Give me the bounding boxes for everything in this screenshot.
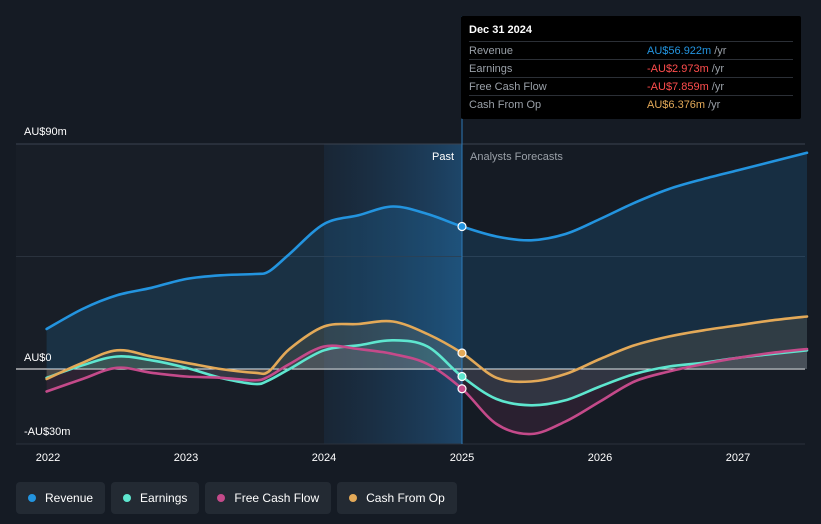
tooltip-row-revenue: Revenue AU$56.922m /yr — [469, 41, 793, 59]
grid-lines — [16, 143, 805, 445]
area-revenue — [46, 152, 808, 369]
line-cash-from-op — [45, 315, 809, 384]
tooltip-panel: Dec 31 2024 Revenue AU$56.922m /yr Earni… — [461, 16, 801, 119]
marker-free-cash-flow — [457, 384, 467, 394]
tooltip-row-cash-from-op: Cash From Op AU$6.376m /yr — [469, 95, 793, 113]
legend-item-revenue[interactable]: Revenue — [16, 482, 106, 514]
y-label-top: AU$90m — [24, 126, 67, 138]
legend-label: Cash From Op — [366, 491, 445, 505]
legend-item-free-cash-flow[interactable]: Free Cash Flow — [205, 482, 332, 514]
x-tick-2026: 2026 — [588, 452, 612, 464]
tooltip-label: Free Cash Flow — [469, 80, 547, 93]
highlight-band — [324, 144, 462, 444]
forecast-label: Analysts Forecasts — [470, 151, 563, 163]
legend-label: Revenue — [45, 491, 94, 505]
series-markers — [457, 221, 467, 394]
tooltip-row-earnings: Earnings -AU$2.973m /yr — [469, 59, 793, 77]
x-axis-ticks: 2022 2023 2024 2025 2026 2027 — [36, 452, 750, 464]
legend-item-earnings[interactable]: Earnings — [111, 482, 200, 514]
legend-dot-icon — [123, 494, 132, 502]
line-free-cash-flow — [45, 344, 809, 436]
x-tick-2023: 2023 — [174, 452, 198, 464]
past-label: Past — [432, 151, 454, 163]
tooltip-row-free-cash-flow: Free Cash Flow -AU$7.859m /yr — [469, 77, 793, 95]
legend: Revenue Earnings Free Cash Flow Cash Fro… — [16, 482, 457, 514]
line-revenue — [45, 151, 809, 331]
tooltip-value: -AU$7.859m — [647, 80, 709, 93]
y-label-zero: AU$0 — [24, 352, 52, 364]
x-tick-2022: 2022 — [36, 452, 60, 464]
legend-label: Earnings — [140, 491, 188, 505]
y-label-bottom: -AU$30m — [24, 426, 70, 438]
tooltip-unit: /yr — [711, 62, 724, 75]
legend-dot-icon — [28, 494, 36, 502]
x-tick-2025: 2025 — [450, 452, 474, 464]
tooltip-unit: /yr — [711, 80, 724, 93]
tooltip-value: AU$56.922m — [647, 44, 712, 57]
x-tick-2024: 2024 — [312, 452, 336, 464]
legend-dot-icon — [217, 494, 226, 502]
legend-dot-icon — [349, 494, 358, 502]
tooltip-label: Revenue — [469, 44, 514, 57]
tooltip-unit: /yr — [714, 44, 727, 57]
line-earnings — [45, 338, 809, 407]
series-lines — [45, 151, 809, 436]
series-areas — [46, 152, 808, 435]
tooltip-value: AU$6.376m — [647, 98, 706, 111]
tooltip-date: Dec 31 2024 — [469, 24, 532, 36]
marker-earnings — [457, 371, 467, 382]
area-earnings — [46, 340, 808, 406]
legend-item-cash-from-op[interactable]: Cash From Op — [337, 482, 457, 514]
tooltip-value: -AU$2.973m — [647, 62, 709, 75]
tooltip-unit: /yr — [708, 98, 721, 111]
tooltip-label: Cash From Op — [469, 98, 542, 111]
marker-cash-from-op — [457, 348, 467, 358]
area-cash-from-op — [46, 316, 808, 382]
marker-revenue — [457, 221, 467, 232]
tooltip-label: Earnings — [469, 62, 513, 75]
legend-label: Free Cash Flow — [234, 491, 320, 505]
x-tick-2027: 2027 — [726, 452, 750, 464]
